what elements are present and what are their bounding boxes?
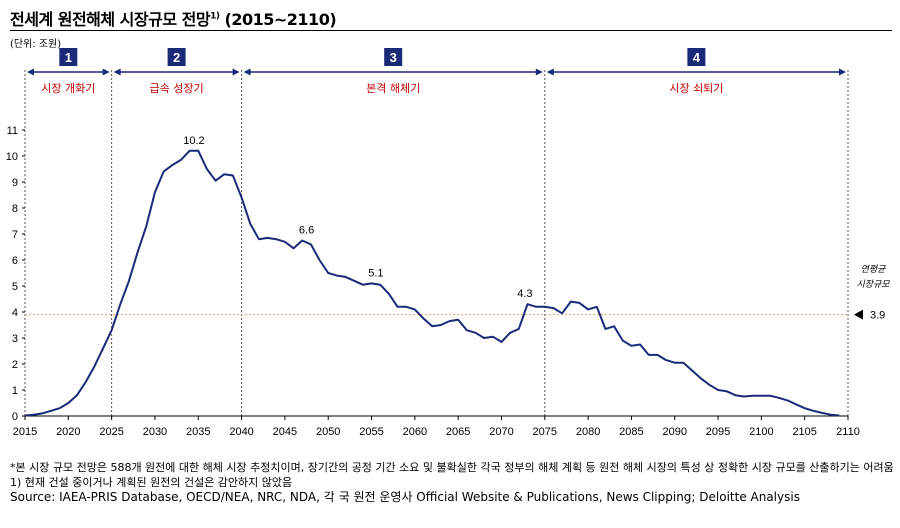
- phase-number-box: [59, 48, 78, 66]
- phase-number: 2: [173, 50, 180, 65]
- line-chart: 1 시장 개화기 2 급속 성장기 3 본격 해체기 4 시장 쇠퇴기 0 1 2 3 4 5 6 7 8 9 10…: [6, 48, 890, 438]
- average-value-label: 3.9: [870, 310, 885, 322]
- y-tick-label: 2: [12, 359, 18, 371]
- footnote-construction: 1) 현재 건설 중이거나 계획된 원전의 건설은 감안하지 않았음: [10, 476, 293, 489]
- data-label: 4.3: [517, 288, 532, 300]
- data-label: 5.1: [368, 267, 383, 279]
- phase-number-box: [167, 48, 186, 66]
- phase-number-box: [384, 48, 403, 66]
- x-tick-label: 2050: [316, 426, 340, 438]
- x-tick-label: 2070: [489, 426, 513, 438]
- y-tick-label: 6: [12, 255, 18, 267]
- x-tick-label: 2055: [359, 426, 383, 438]
- data-label: 10.2: [183, 135, 204, 147]
- phase-label: 시장 쇠퇴기: [669, 82, 723, 95]
- y-tick-label: 11: [7, 125, 18, 137]
- x-tick-label: 2015: [13, 426, 37, 438]
- chart-title-footnote-mark: 1): [210, 11, 220, 22]
- phase-arrow-right-head: [839, 68, 846, 76]
- phase-number: 1: [65, 50, 72, 65]
- phase-number-box: [687, 48, 706, 66]
- phase-label: 본격 해체기: [366, 81, 420, 95]
- x-tick-label: 2085: [619, 426, 643, 438]
- data-label: 6.6: [299, 225, 314, 237]
- footnote-estimate: *본 시장 규모 전망은 588개 원전에 대한 해체 시장 추정치이며, 장기…: [10, 461, 894, 474]
- source-line: Source: IAEA-PRIS Database, OECD/NEA, NR…: [10, 490, 800, 504]
- phase-arrow-right-head: [232, 68, 240, 76]
- phase-label: 시장 개화기: [41, 82, 95, 95]
- phase-label: 급속 성장기: [150, 82, 204, 95]
- y-tick-label: 0: [12, 411, 18, 423]
- average-label: 연평균: [861, 264, 887, 275]
- phase-arrow-left-head: [243, 68, 251, 76]
- title-underline: [10, 30, 892, 31]
- phase-number: 4: [693, 50, 701, 65]
- phase-arrow-left-head: [113, 68, 121, 76]
- chart-title-text: 전세계 원전해체 시장규모 전망: [10, 10, 211, 29]
- chart-title: 전세계 원전해체 시장규모 전망1) (2015~2110): [10, 6, 337, 30]
- x-tick-label: 2105: [792, 426, 816, 438]
- x-tick-label: 2030: [143, 426, 167, 438]
- market-size-series-line: [24, 149, 840, 417]
- x-tick-label: 2080: [576, 426, 600, 438]
- phase-arrow-left-head: [27, 68, 34, 76]
- x-tick-label: 2095: [706, 426, 730, 438]
- y-tick-label: 4: [12, 307, 18, 319]
- unit-label: (단위: 조원): [10, 39, 62, 50]
- x-tick-label: 2075: [533, 426, 557, 438]
- phase-number: 3: [390, 50, 397, 65]
- phase-arrow-right-head: [102, 68, 110, 76]
- y-tick-label: 3: [12, 333, 18, 345]
- y-tick-label: 9: [12, 177, 18, 189]
- x-tick-label: 2090: [662, 426, 686, 438]
- x-tick-label: 2035: [186, 426, 210, 438]
- x-tick-label: 2045: [273, 426, 297, 438]
- x-tick-label: 2060: [403, 426, 427, 438]
- y-tick-label: 1: [12, 385, 18, 397]
- chart-title-years: (2015~2110): [219, 10, 337, 29]
- y-tick-label: 8: [12, 203, 18, 215]
- x-tick-label: 2100: [749, 426, 773, 438]
- phase-arrow-left-head: [546, 68, 554, 76]
- y-tick-label: 5: [12, 281, 18, 293]
- phase-arrow-right-head: [535, 68, 543, 76]
- x-tick-label: 2065: [446, 426, 470, 438]
- x-tick-label: 2020: [56, 426, 80, 438]
- x-tick-label: 2040: [229, 426, 253, 438]
- y-tick-label: 10: [6, 151, 18, 163]
- average-marker-triangle: [854, 309, 863, 320]
- footnotes: *본 시장 규모 전망은 588개 원전에 대한 해체 시장 추정치이며, 장기…: [10, 460, 894, 505]
- x-tick-label: 2110: [836, 426, 860, 438]
- y-tick-label: 7: [12, 229, 18, 241]
- average-label: 시장규모: [856, 279, 890, 290]
- x-tick-label: 2025: [99, 426, 123, 438]
